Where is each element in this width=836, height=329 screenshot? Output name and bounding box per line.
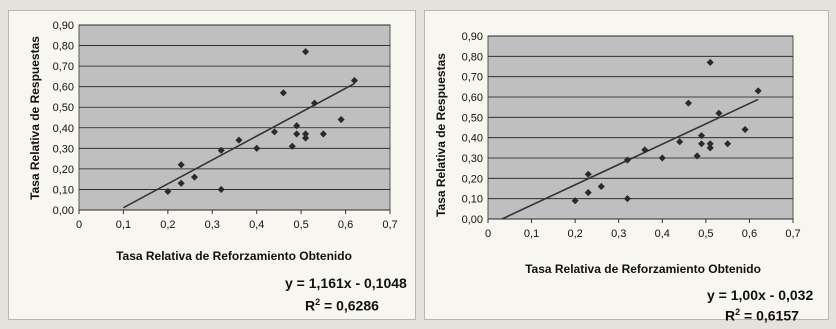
data-point [584,189,592,197]
x-tick-label: 0,5 [293,219,308,231]
y-tick-label: 0,00 [53,205,74,217]
x-tick-label: 0,7 [785,228,800,240]
data-point [350,76,358,85]
y-tick-label: 0,70 [53,61,74,73]
data-point [235,136,243,144]
data-point [302,134,310,142]
x-tick-label: 0,1 [524,228,539,240]
y-tick-label: 0,20 [53,164,74,176]
plot-area [78,24,391,211]
trendline-equation: y = 1,161x - 0,1048 [285,275,407,291]
data-point [190,173,199,181]
y-tick-label: 0,10 [462,194,483,206]
data-point [293,130,301,138]
data-point [302,130,310,138]
data-point [279,89,287,97]
x-axis-label: Tasa Relativa de Reforzamiento Obtenido [116,249,352,263]
y-tick-label: 0,00 [462,214,483,226]
data-point [706,140,714,148]
scatter-chart-right: 0,000,100,200,300,400,500,600,700,800,90… [434,31,801,276]
y-tick-label: 0,30 [462,153,483,165]
data-point [597,182,605,191]
data-point [319,130,327,138]
trendline-equation: y = 1,00x - 0,032 [707,287,814,303]
data-point [293,122,301,130]
data-point [706,58,714,66]
y-tick-label: 0,60 [53,82,74,94]
data-point [288,142,296,150]
x-tick-label: 0,4 [655,228,670,240]
y-tick-label: 0,50 [462,112,483,124]
r-squared-value: R2 = 0,6286 [305,297,379,314]
y-tick-label: 0,80 [53,41,74,53]
plot-area [487,35,794,220]
data-point [270,128,279,136]
data-point [697,132,706,140]
x-tick-label: 0,4 [249,219,264,231]
x-tick-label: 0,1 [116,219,131,231]
data-point [623,195,631,203]
x-tick-label: 0,5 [698,228,713,240]
data-point [676,138,684,146]
x-tick-label: 0,3 [611,228,626,240]
chart-panel-left: 0,00 0,10 0,20 0,30 0,40 0,50 0,60 0,70 0,80 0,90… [8,10,416,320]
data-point [164,187,172,196]
data-point [706,144,714,152]
y-tick-label: 0,40 [462,133,483,145]
y-tick-label: 0,50 [53,102,74,114]
y-axis-label: Tasa Relativa de Respuestas [28,36,42,200]
chart-panel-right: 0,00 0,10 0,20 0,30 0,40 0,50 0,60 0,70 0,80 0,90… [424,10,829,324]
data-point [217,146,225,154]
x-tick-label: 0,6 [742,228,757,240]
x-tick-label: 0,3 [205,219,220,231]
data-point [337,116,345,124]
x-tick-label: 0,7 [382,219,397,231]
y-tick-label: 0,80 [462,51,483,63]
y-tick-label: 0,90 [462,31,483,43]
x-tick-label: 0,2 [567,228,582,240]
data-point [302,48,310,56]
y-tick-label: 0,90 [53,20,74,32]
x-axis-label: Tasa Relativa de Reforzamiento Obtenido [525,262,761,276]
y-tick-label: 0,10 [53,184,74,196]
y-tick-label: 0,20 [462,173,483,185]
x-tick-label: 0 [76,219,82,231]
x-tick-label: 0 [485,228,491,240]
x-tick-label: 0,2 [160,219,175,231]
data-point [310,99,319,107]
y-tick-label: 0,30 [53,143,74,155]
x-tick-label: 0,6 [338,219,353,231]
data-point [623,156,631,164]
data-point [177,179,185,187]
data-point [253,144,261,152]
data-point [177,161,185,169]
y-tick-label: 0,60 [462,92,483,104]
y-axis-label: Tasa Relativa de Respuestas [434,53,448,217]
data-point [217,185,225,193]
y-tick-label: 0,70 [462,72,483,84]
data-point [697,140,706,148]
r-squared-value: R2 = 0,6157 [725,307,799,324]
data-point [584,170,592,178]
y-tick-label: 0,40 [53,123,74,135]
data-point [658,154,666,162]
scatter-chart-left: 0,000,100,200,300,400,500,600,700,800,90… [28,20,398,263]
